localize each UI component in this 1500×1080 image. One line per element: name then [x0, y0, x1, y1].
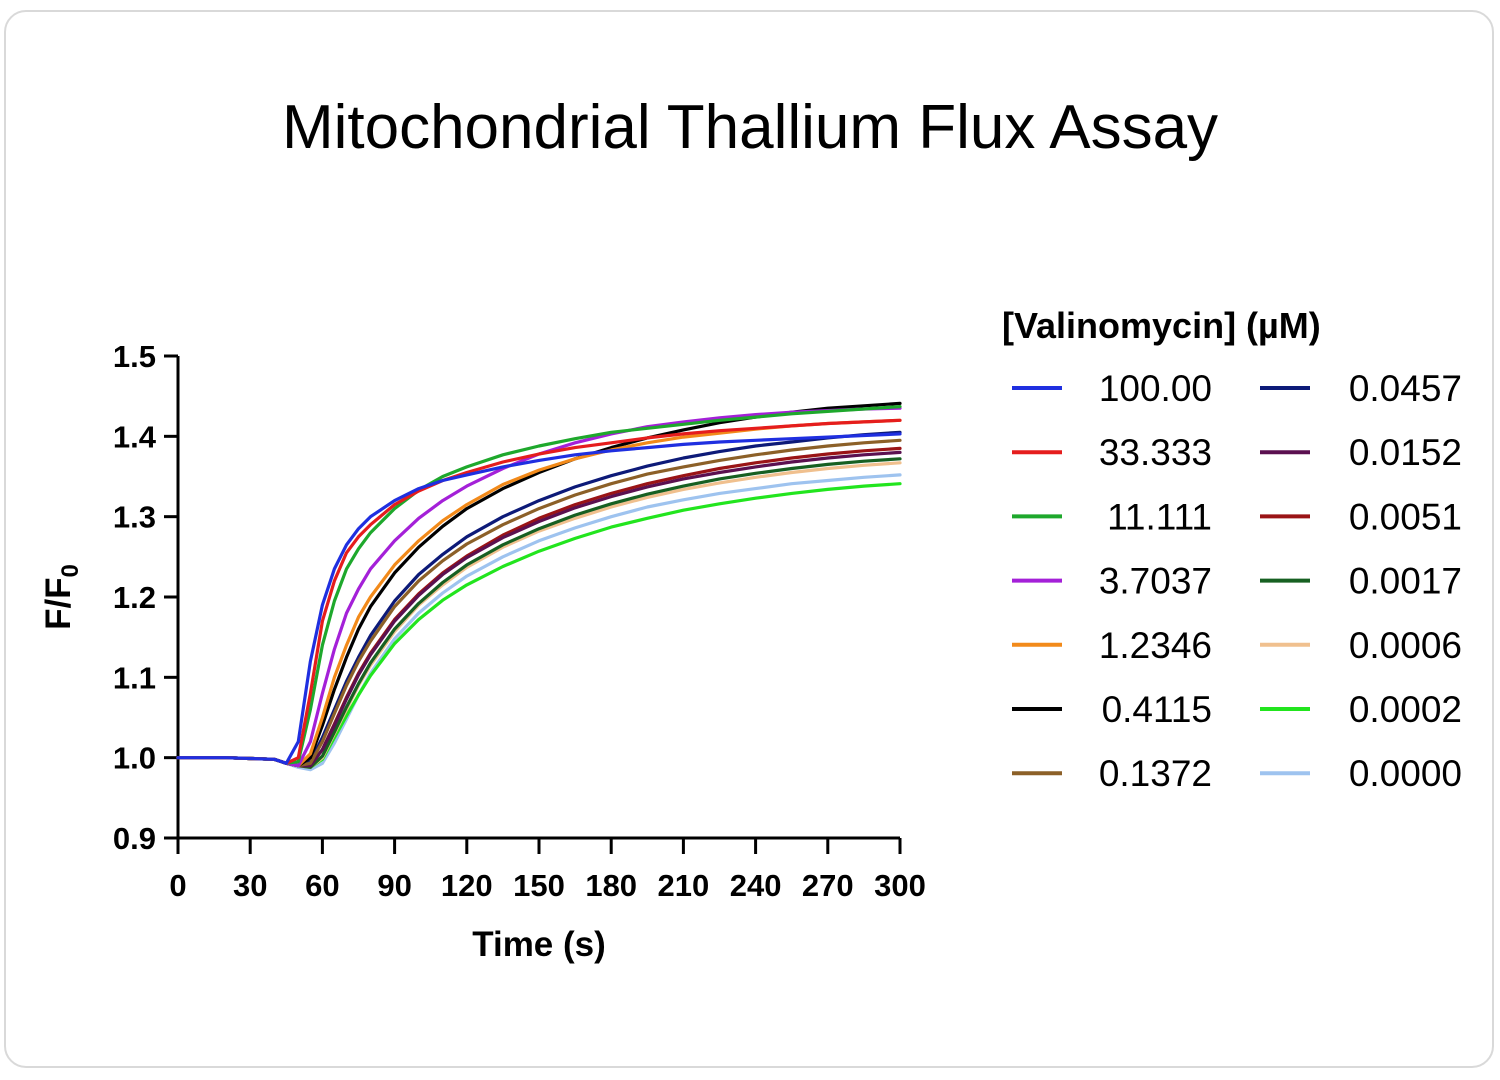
x-tick-label: 30: [233, 868, 267, 903]
chart-title: Mitochondrial Thallium Flux Assay: [281, 93, 1219, 162]
x-tick-label: 180: [585, 868, 637, 903]
x-tick-label: 300: [874, 868, 926, 903]
series-line: [176, 482, 902, 769]
series-layer: [176, 401, 902, 772]
legend-label: 0.0457: [1349, 368, 1462, 409]
legend-label: 0.0006: [1349, 625, 1462, 666]
legend-label: 0.0000: [1349, 753, 1462, 794]
legend-title: [Valinomycin] (µM): [1002, 305, 1321, 346]
x-tick-label: 270: [802, 868, 854, 903]
x-tick-label: 120: [441, 868, 493, 903]
legend-label: 0.0051: [1349, 496, 1462, 537]
x-tick-label: 60: [305, 868, 339, 903]
y-tick-label: 1.0: [113, 741, 156, 776]
axes: 0.9 1.0 1.1 1.2 1.3 1.4 1.5 0 30 60 90 120 150 180 210…: [113, 339, 926, 903]
y-tick-label: 0.9: [113, 821, 156, 856]
legend-label: 33.333: [1099, 432, 1212, 473]
chart-card: [4, 10, 1494, 1068]
series-line: [176, 438, 902, 768]
y-axis-title-main: F/F: [39, 577, 78, 629]
x-tick-label: 240: [730, 868, 782, 903]
series-line: [176, 432, 902, 765]
y-tick-label: 1.2: [113, 580, 156, 615]
x-tick-label: 0: [169, 868, 186, 903]
y-tick-label: 1.3: [113, 500, 156, 535]
x-axis-title: Time (s): [472, 925, 606, 964]
series-line: [176, 446, 902, 768]
x-tick-label: 150: [513, 868, 565, 903]
x-tick-label: 210: [658, 868, 710, 903]
legend-label: 0.0002: [1349, 689, 1462, 730]
legend-label: 100.00: [1099, 368, 1212, 409]
y-tick-label: 1.5: [113, 339, 156, 374]
series-line: [176, 457, 902, 769]
legend-label: 0.1372: [1099, 753, 1212, 794]
legend-label: 3.7037: [1099, 561, 1212, 602]
legend-label: 11.111: [1107, 496, 1212, 537]
y-tick-label: 1.1: [113, 660, 156, 695]
y-tick-label: 1.4: [113, 419, 157, 454]
legend-label: 0.4115: [1102, 689, 1212, 730]
y-axis-title: F/F0: [39, 564, 84, 630]
legend-label: 1.2346: [1099, 625, 1212, 666]
legend: [Valinomycin] (µM) 100.00 33.333 11.111 3.7…: [1002, 305, 1462, 794]
x-tick-label: 90: [377, 868, 411, 903]
legend-label: 0.0152: [1349, 432, 1462, 473]
legend-label: 0.0017: [1349, 561, 1462, 602]
y-axis-title-subscript: 0: [57, 564, 84, 577]
